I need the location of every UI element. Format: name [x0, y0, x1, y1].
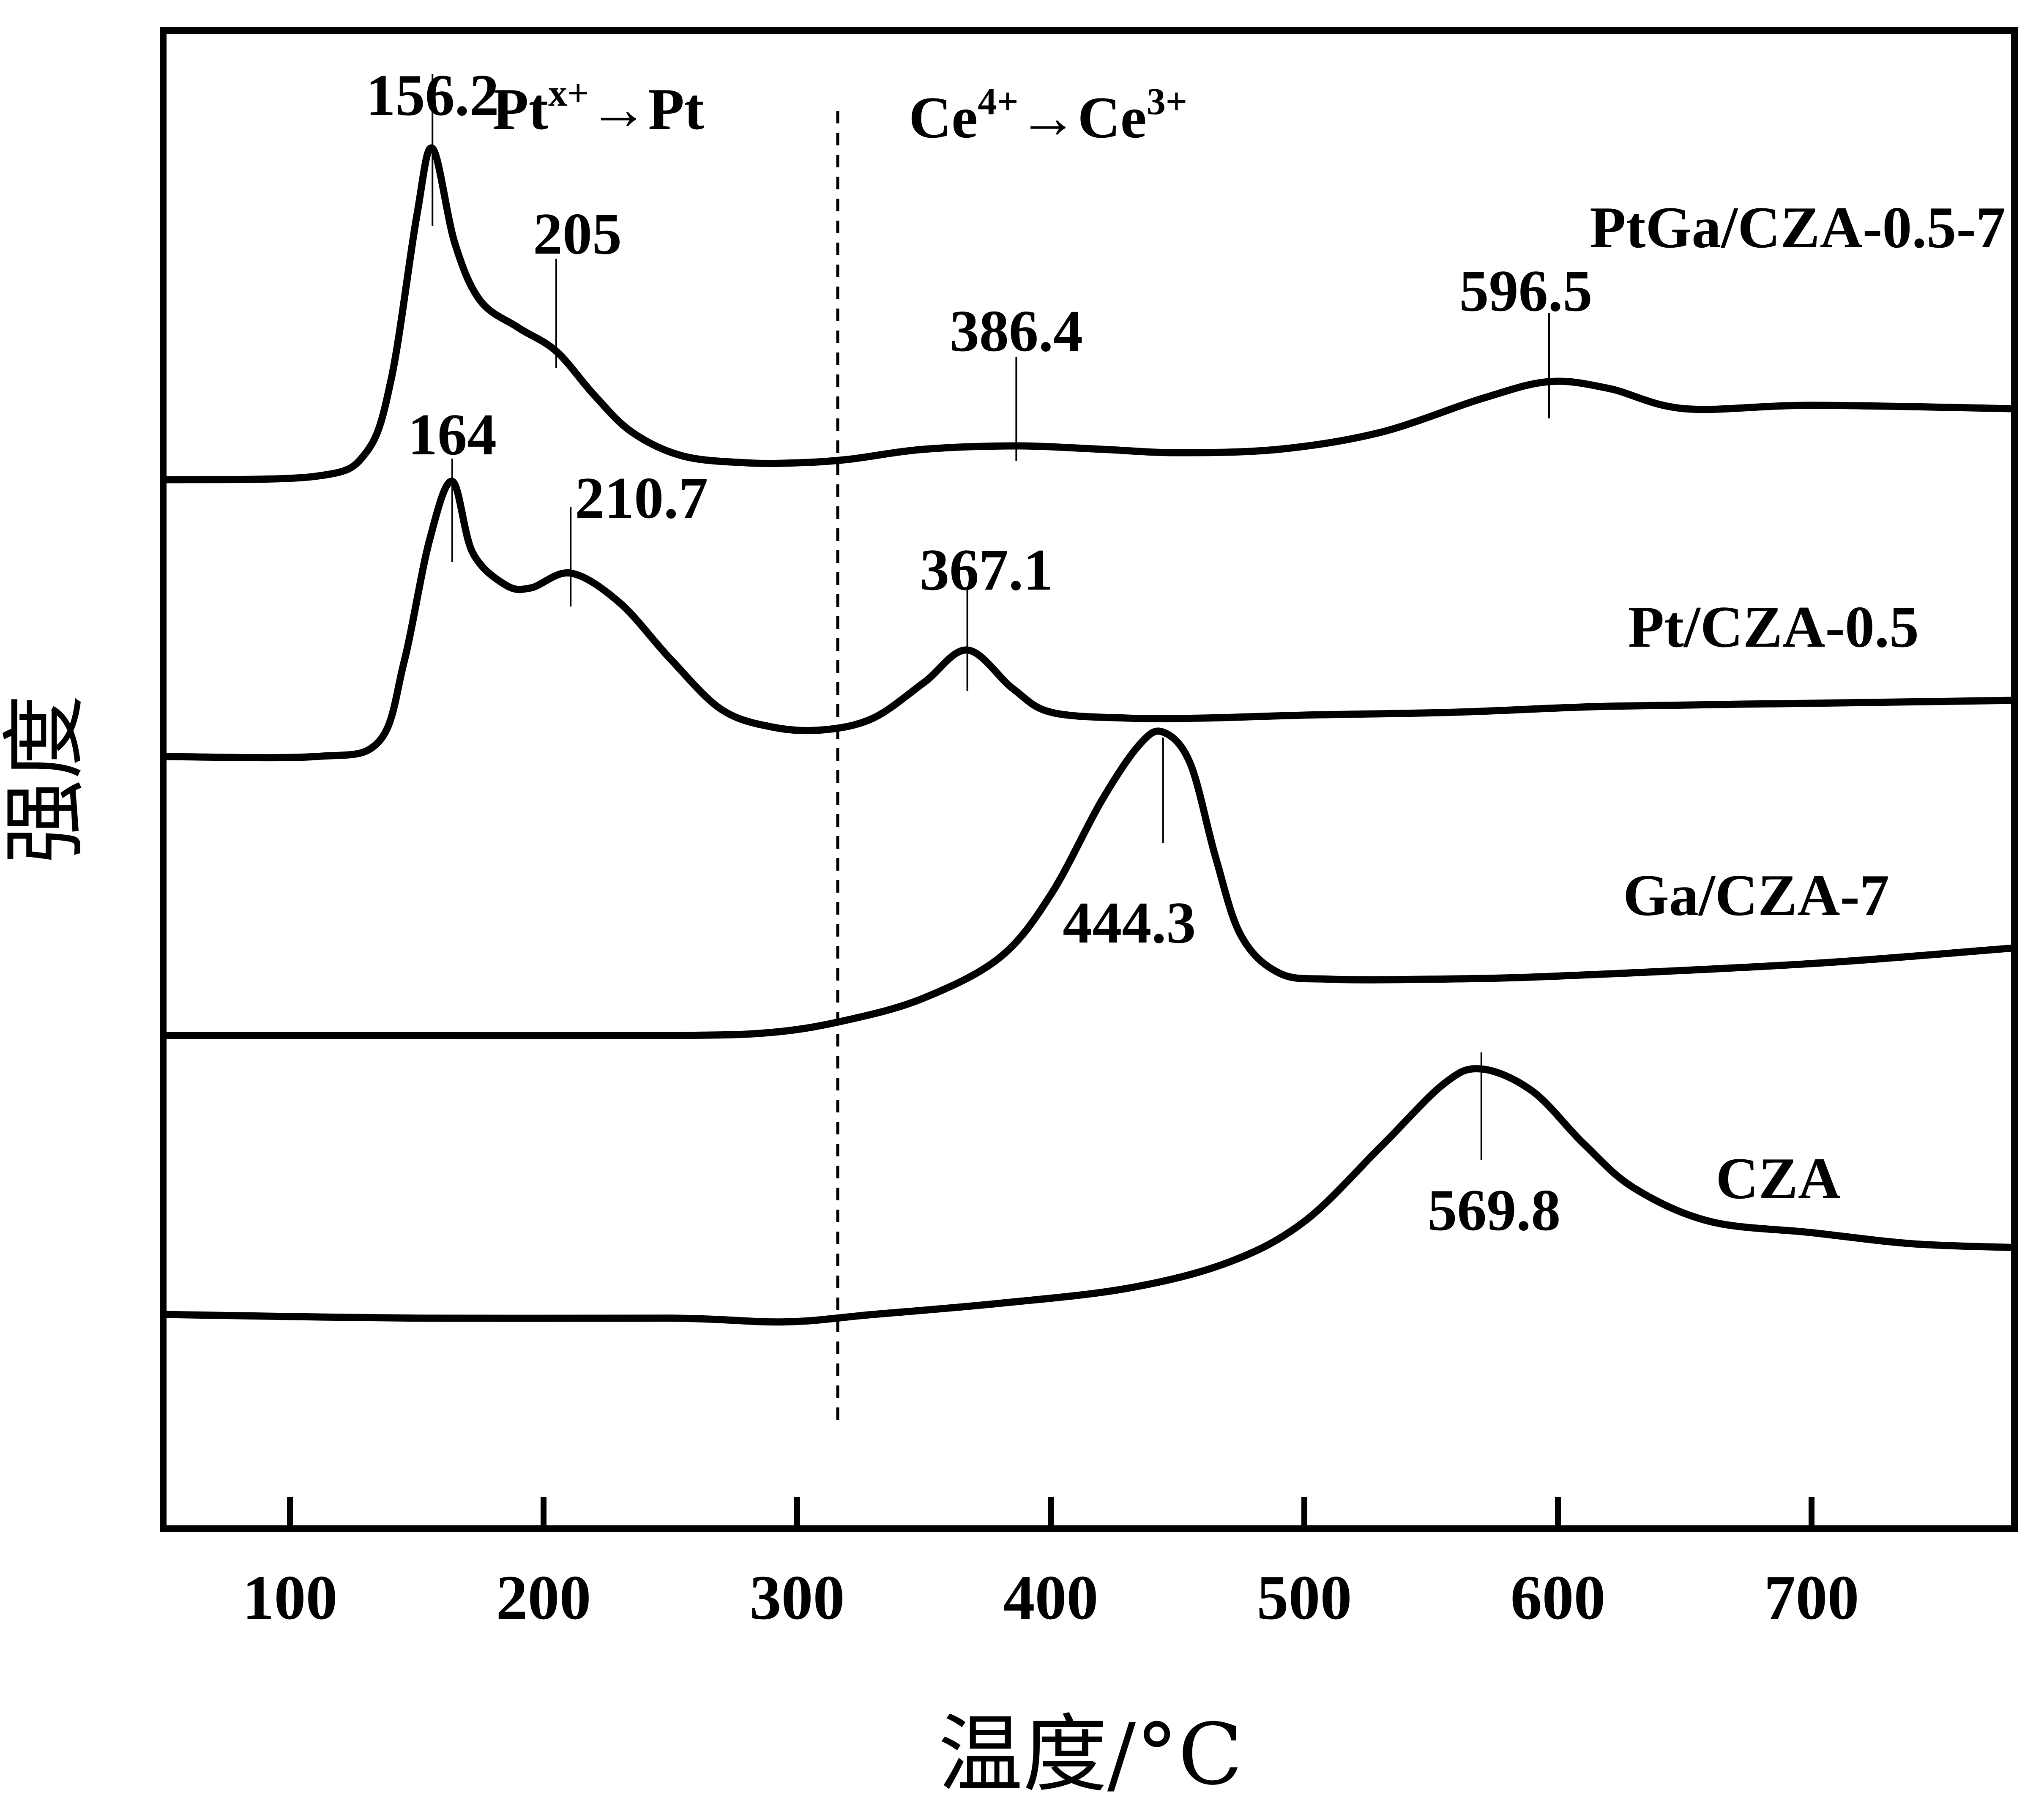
x-axis-ticks: 100 200 300 400 500 600 700 [243, 1497, 1859, 1633]
series-layer: PtGa/CZA-0.5-7 156.2 205 386.4 596.5 Pt/CZA-0… [163, 63, 2015, 1326]
peak-label-pt-cza-0-5-2: 367.1 [920, 537, 1053, 603]
peak-label-ptga-cza-0-5-7-3: 596.5 [1459, 258, 1593, 324]
peak-label-pt-cza-0-5-0: 164 [408, 402, 497, 467]
series-line-pt-cza-0-5 [163, 478, 2015, 762]
region-label-pt-reduction: Ptx+→Pt [492, 72, 704, 142]
x-tick-label-500: 500 [1257, 1563, 1352, 1633]
series-label-ga-cza-7: Ga/CZA-7 [1623, 863, 1889, 928]
peak-label-cza-0: 569.8 [1427, 1178, 1560, 1243]
x-tick-label-400: 400 [1003, 1563, 1099, 1633]
peak-label-ptga-cza-0-5-7-0: 156.2 [366, 63, 499, 128]
series-line-cza [163, 1065, 2015, 1326]
x-axis-title: 温度/°C [938, 1705, 1243, 1804]
plot-frame [160, 27, 2018, 1532]
x-tick-label-100: 100 [243, 1563, 338, 1633]
y-axis-title: 强度 [0, 695, 94, 864]
series-label-ptga-cza-0-5-7: PtGa/CZA-0.5-7 [1590, 195, 2006, 260]
peak-label-ga-cza-7-0: 444.3 [1063, 890, 1196, 956]
x-tick-label-200: 200 [496, 1563, 591, 1633]
peak-label-pt-cza-0-5-1: 210.7 [575, 465, 708, 531]
peak-label-ptga-cza-0-5-7-1: 205 [533, 201, 622, 267]
x-tick-label-300: 300 [750, 1563, 845, 1633]
x-tick-label-700: 700 [1764, 1563, 1859, 1633]
x-tick-label-600: 600 [1511, 1563, 1606, 1633]
series-label-cza: CZA [1716, 1146, 1841, 1211]
region-label-ce-reduction: Ce4+→Ce3+ [909, 81, 1187, 150]
peak-label-ptga-cza-0-5-7-2: 386.4 [950, 298, 1083, 364]
series-line-ga-cza-7 [163, 727, 2015, 1040]
series-label-pt-cza-0-5: Pt/CZA-0.5 [1628, 594, 1919, 660]
